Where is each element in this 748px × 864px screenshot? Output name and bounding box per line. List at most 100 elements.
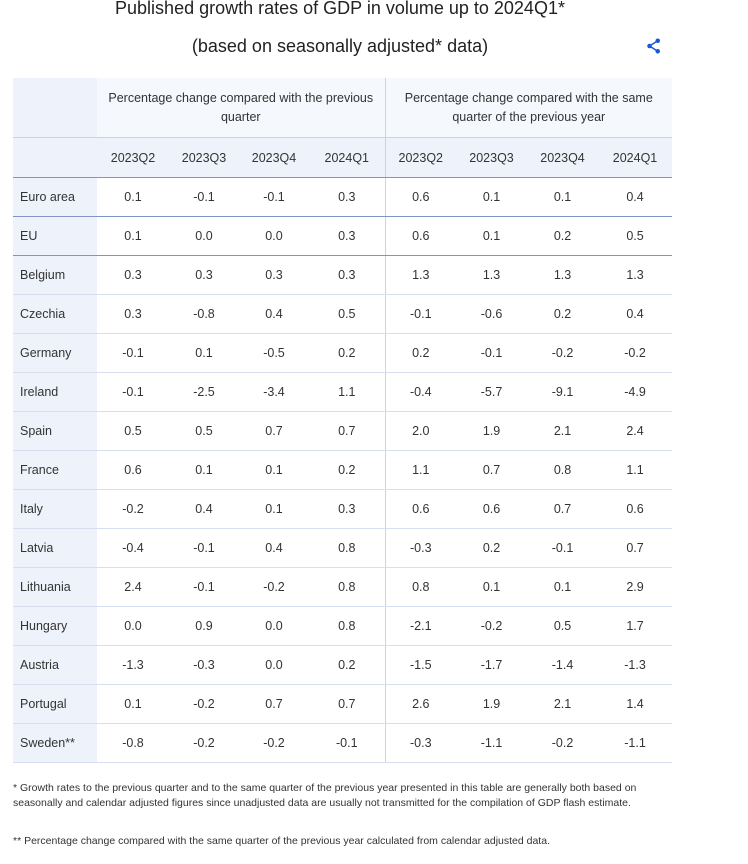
value-cell: -5.7 <box>456 372 528 412</box>
value-cell: 0.5 <box>169 411 239 451</box>
value-cell: 0.4 <box>239 294 309 334</box>
table-row: Portugal 0.1 -0.2 0.7 0.7 2.6 1.9 2.1 1.4 <box>13 684 673 724</box>
quarter-header-row: 2023Q2 2023Q3 2023Q4 2024Q1 2023Q2 2023Q… <box>13 137 673 178</box>
share-icon[interactable] <box>645 37 663 55</box>
group-header-row: Percentage change compared with the prev… <box>13 78 673 138</box>
value-cell: 1.3 <box>384 255 457 295</box>
value-cell: 0.1 <box>527 567 599 607</box>
page-title: Published growth rates of GDP in volume … <box>115 0 565 18</box>
value-cell: 0.0 <box>169 216 239 256</box>
country-cell: Euro area <box>13 177 97 217</box>
value-cell: 0.6 <box>97 450 169 490</box>
page-subtitle: (based on seasonally adjusted* data) <box>191 36 489 56</box>
country-cell: Germany <box>13 333 97 373</box>
value-cell: -2.5 <box>169 372 239 412</box>
value-cell: 0.7 <box>239 684 309 724</box>
value-cell: -0.2 <box>169 723 239 763</box>
table-row: Germany -0.1 0.1 -0.5 0.2 0.2 -0.1 -0.2 -0.2 <box>13 333 673 373</box>
value-cell: 0.7 <box>527 489 599 529</box>
value-cell: -0.8 <box>97 723 169 763</box>
value-cell: -0.2 <box>97 489 169 529</box>
value-cell: 2.1 <box>527 411 599 451</box>
country-cell: France <box>13 450 97 490</box>
value-cell: 0.7 <box>309 684 386 724</box>
value-cell: 0.1 <box>97 177 169 217</box>
table-row: Austria -1.3 -0.3 0.0 0.2 -1.5 -1.7 -1.4 -1.3 <box>13 645 673 685</box>
value-cell: 0.3 <box>97 255 169 295</box>
value-cell: 0.8 <box>309 567 386 607</box>
value-cell: 0.3 <box>309 216 386 256</box>
value-cell: 0.0 <box>239 645 309 685</box>
value-cell: -0.4 <box>384 372 457 412</box>
value-cell: 0.6 <box>456 489 528 529</box>
value-cell: 0.2 <box>309 333 386 373</box>
value-cell: 2.6 <box>384 684 457 724</box>
value-cell: 0.3 <box>97 294 169 334</box>
value-cell: -1.3 <box>598 645 673 685</box>
value-cell: -1.1 <box>456 723 528 763</box>
value-cell: -0.3 <box>384 723 457 763</box>
value-cell: 0.1 <box>456 177 528 217</box>
quarter-header: 2023Q4 <box>239 137 309 178</box>
value-cell: -0.1 <box>239 177 309 217</box>
country-cell: Czechia <box>13 294 97 334</box>
value-cell: -1.3 <box>97 645 169 685</box>
value-cell: 0.7 <box>456 450 528 490</box>
table-row: Hungary 0.0 0.9 0.0 0.8 -2.1 -0.2 0.5 1.7 <box>13 606 673 646</box>
value-cell: 0.4 <box>169 489 239 529</box>
table-row: Latvia -0.4 -0.1 0.4 0.8 -0.3 0.2 -0.1 0.7 <box>13 528 673 568</box>
value-cell: -0.6 <box>456 294 528 334</box>
value-cell: 0.1 <box>239 489 309 529</box>
country-cell: Portugal <box>13 684 97 724</box>
value-cell: 0.1 <box>527 177 599 217</box>
value-cell: -0.5 <box>239 333 309 373</box>
value-cell: 0.5 <box>598 216 673 256</box>
value-cell: 0.6 <box>384 216 457 256</box>
table-row: Lithuania 2.4 -0.1 -0.2 0.8 0.8 0.1 0.1 2.9 <box>13 567 673 607</box>
country-cell: Lithuania <box>13 567 97 607</box>
quarter-header: 2023Q2 <box>384 137 457 178</box>
value-cell: 0.2 <box>527 294 599 334</box>
table-row: Italy -0.2 0.4 0.1 0.3 0.6 0.6 0.7 0.6 <box>13 489 673 529</box>
value-cell: -0.1 <box>169 177 239 217</box>
value-cell: -0.2 <box>598 333 673 373</box>
value-cell: 0.3 <box>239 255 309 295</box>
footnote-calendar: ** Percentage change compared with the s… <box>13 835 550 847</box>
value-cell: -0.3 <box>169 645 239 685</box>
table-row: France 0.6 0.1 0.1 0.2 1.1 0.7 0.8 1.1 <box>13 450 673 490</box>
table-row: Ireland -0.1 -2.5 -3.4 1.1 -0.4 -5.7 -9.1 -4.9 <box>13 372 673 412</box>
quarter-header: 2024Q1 <box>598 137 673 178</box>
value-cell: -0.2 <box>527 723 599 763</box>
value-cell: -1.1 <box>598 723 673 763</box>
value-cell: 1.9 <box>456 411 528 451</box>
country-cell: Sweden** <box>13 723 97 763</box>
value-cell: -4.9 <box>598 372 673 412</box>
value-cell: -0.1 <box>456 333 528 373</box>
value-cell: 0.6 <box>598 489 673 529</box>
group-header-previous-quarter: Percentage change compared with the prev… <box>97 78 386 138</box>
value-cell: 2.4 <box>598 411 673 451</box>
value-cell: 0.2 <box>527 216 599 256</box>
value-cell: 0.1 <box>456 216 528 256</box>
quarter-header: 2023Q4 <box>527 137 599 178</box>
value-cell: -0.1 <box>169 567 239 607</box>
value-cell: 0.1 <box>239 450 309 490</box>
value-cell: 0.2 <box>456 528 528 568</box>
value-cell: 2.9 <box>598 567 673 607</box>
value-cell: 0.0 <box>239 216 309 256</box>
value-cell: 0.3 <box>309 489 386 529</box>
value-cell: 2.1 <box>527 684 599 724</box>
value-cell: -1.7 <box>456 645 528 685</box>
value-cell: 0.7 <box>309 411 386 451</box>
value-cell: 0.6 <box>384 489 457 529</box>
country-cell: Latvia <box>13 528 97 568</box>
table-row: Euro area 0.1 -0.1 -0.1 0.3 0.6 0.1 0.1 0.4 <box>13 177 673 217</box>
value-cell: 0.8 <box>309 528 386 568</box>
table-row: Belgium 0.3 0.3 0.3 0.3 1.3 1.3 1.3 1.3 <box>13 255 673 295</box>
value-cell: -0.8 <box>169 294 239 334</box>
country-cell: Hungary <box>13 606 97 646</box>
value-cell: -0.2 <box>456 606 528 646</box>
value-cell: -0.1 <box>384 294 457 334</box>
corner-cell <box>13 78 97 138</box>
value-cell: 0.1 <box>97 216 169 256</box>
